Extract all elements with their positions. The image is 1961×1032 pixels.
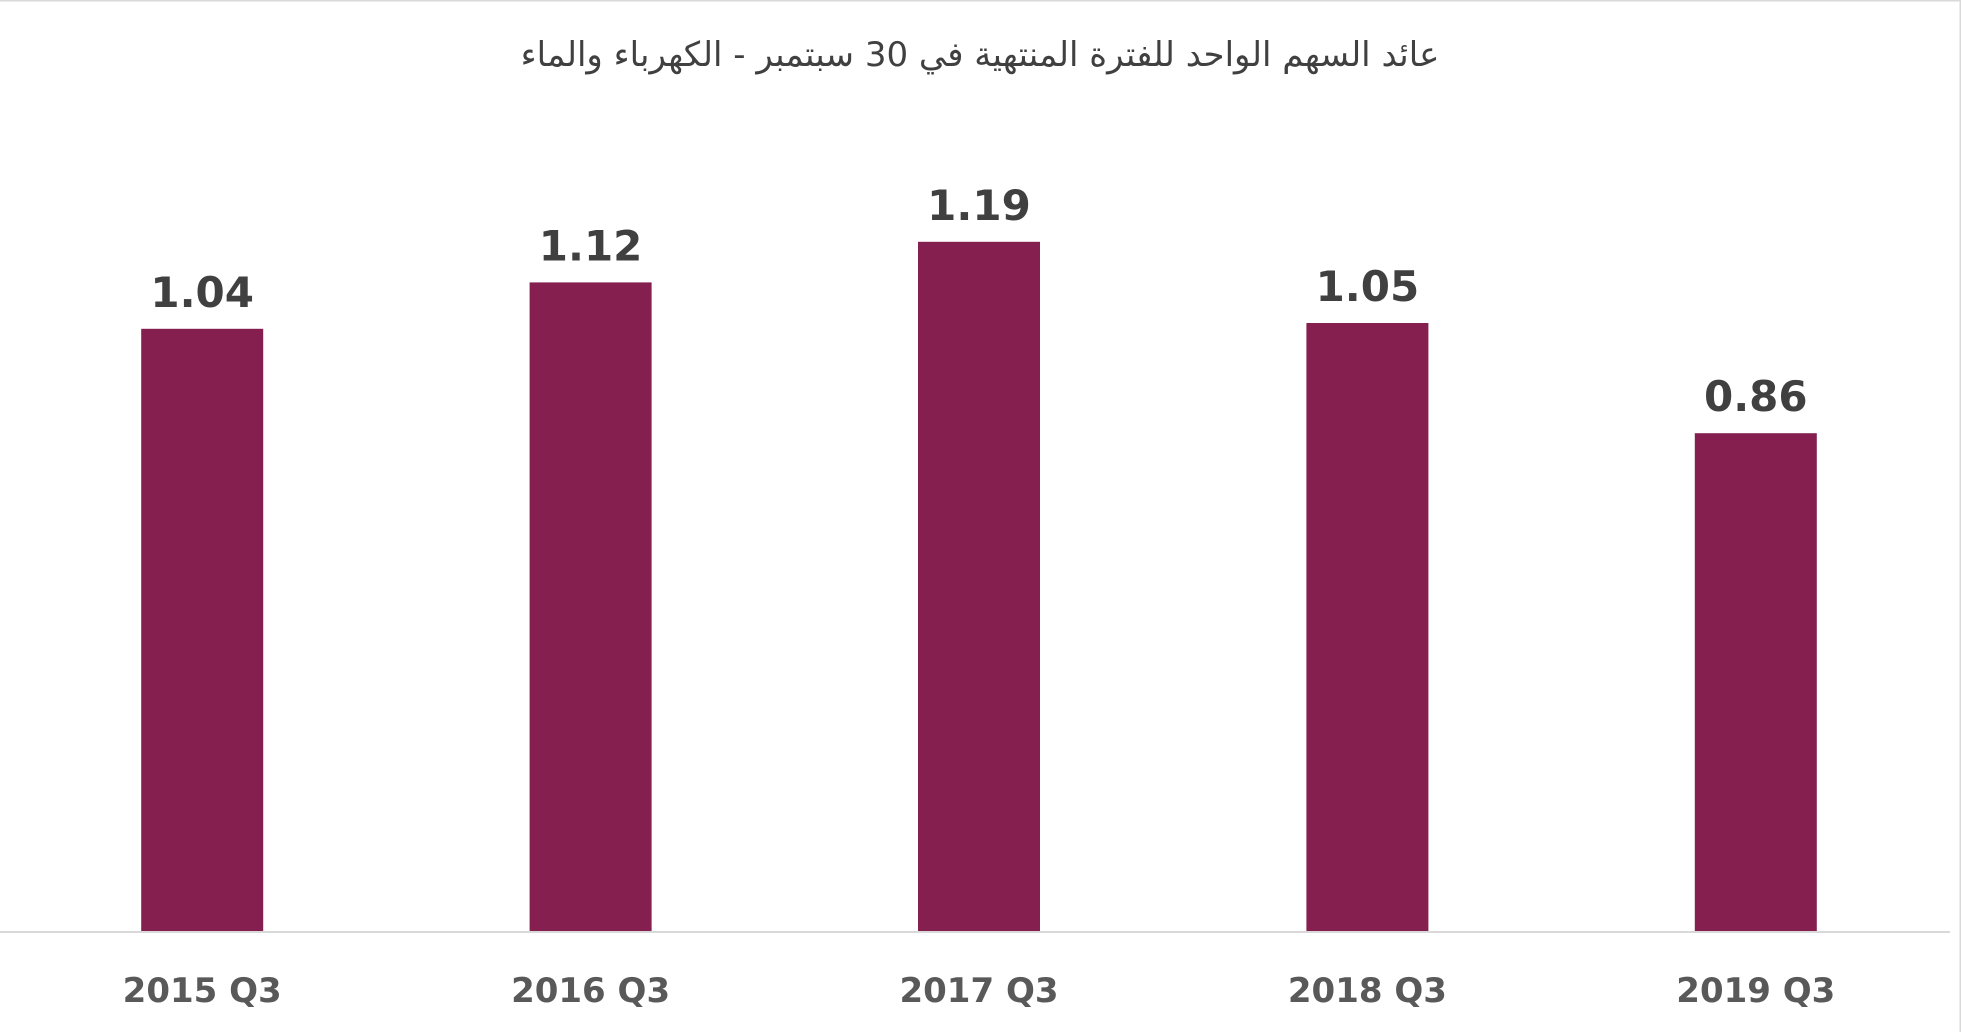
x-tick-label-2015-q3: 2015 Q3 <box>123 971 282 1011</box>
x-tick-label-2016-q3: 2016 Q3 <box>511 971 670 1011</box>
x-tick-labels-group: 2015 Q3 2016 Q3 2017 Q3 2018 Q3 2019 Q3 <box>123 971 1836 1011</box>
bar-2019-q3 <box>1694 433 1817 932</box>
data-label-2016-q3: 1.12 <box>539 221 643 270</box>
x-tick-label-2018-q3: 2018 Q3 <box>1288 971 1447 1011</box>
bars-group <box>141 241 1817 933</box>
x-tick-label-2019-q3: 2019 Q3 <box>1676 971 1835 1011</box>
chart-title: عائد السهم الواحد للفترة المنتهية في 30 … <box>521 35 1440 75</box>
bar-2018-q3 <box>1306 323 1429 932</box>
bar-2016-q3 <box>529 282 652 932</box>
x-tick-label-2017-q3: 2017 Q3 <box>899 971 1058 1011</box>
bar-2015-q3 <box>141 328 264 932</box>
bar-2017-q3 <box>918 241 1040 933</box>
data-label-2019-q3: 0.86 <box>1704 372 1808 421</box>
data-labels-group: 1.04 1.12 1.19 1.05 0.86 <box>150 181 1807 421</box>
data-label-2015-q3: 1.04 <box>150 268 254 317</box>
data-label-2017-q3: 1.19 <box>927 181 1031 230</box>
data-label-2018-q3: 1.05 <box>1316 262 1420 311</box>
